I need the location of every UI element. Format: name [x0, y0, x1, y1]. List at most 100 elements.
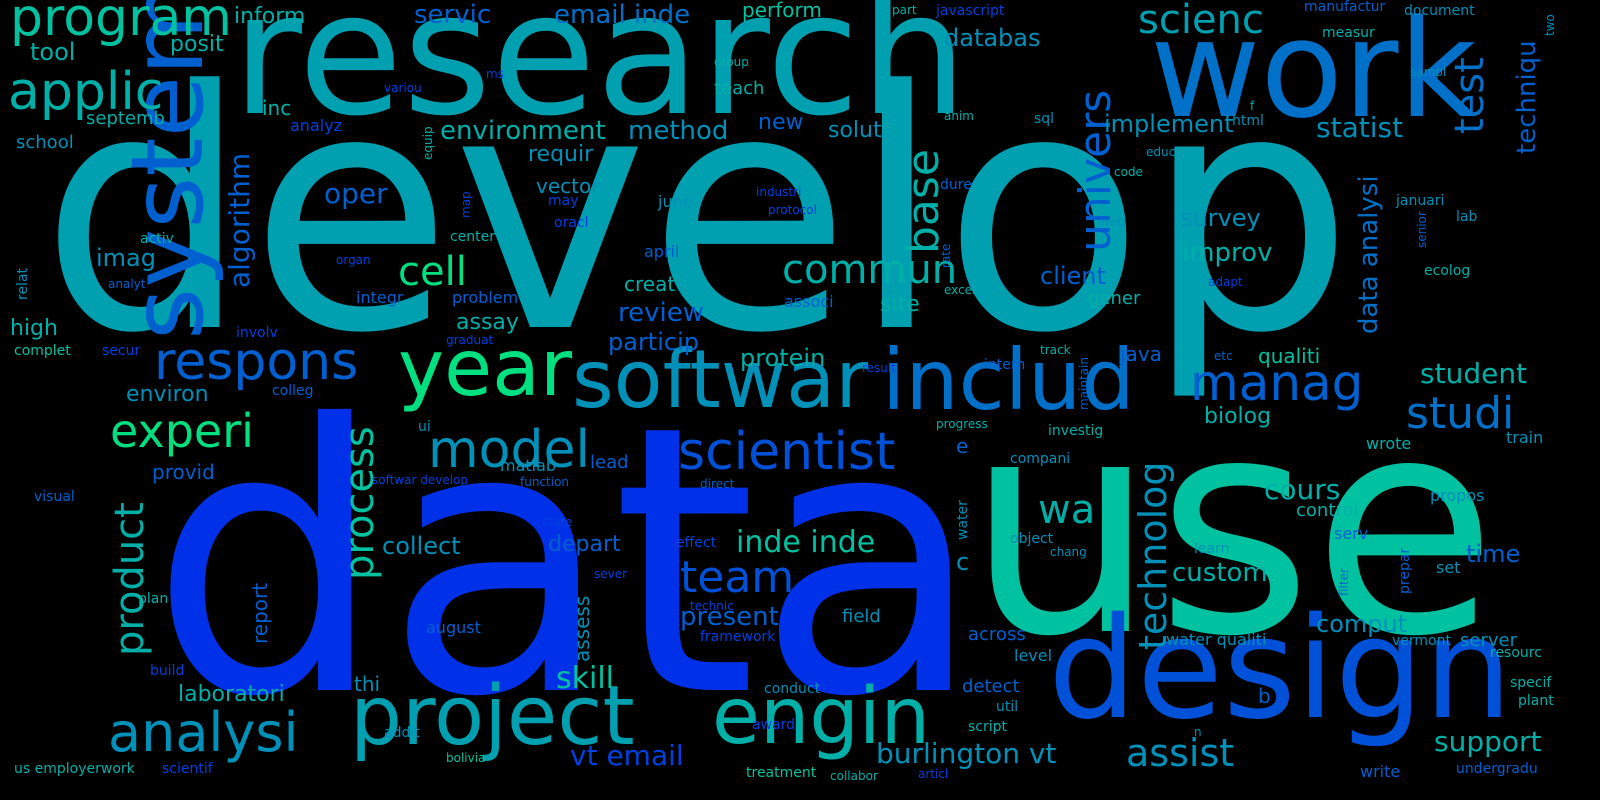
word: collect — [382, 532, 461, 560]
word: client — [1040, 262, 1106, 290]
word: build — [150, 663, 185, 679]
word: part — [892, 3, 917, 17]
word: ms — [486, 67, 504, 81]
word: learn — [1194, 541, 1230, 557]
word: engin — [712, 672, 931, 762]
word: variou — [384, 81, 422, 95]
word: assess — [570, 595, 594, 662]
word: html — [1232, 113, 1264, 129]
word: tool — [30, 38, 76, 66]
word: sampl — [1410, 65, 1447, 79]
word: scienc — [1138, 0, 1264, 43]
word: sql — [1034, 111, 1055, 127]
word: technolog — [1131, 461, 1175, 650]
word: softwar develop — [372, 473, 469, 487]
word: progress — [936, 417, 988, 431]
word: articl — [918, 767, 949, 781]
word: senior — [1415, 211, 1429, 248]
word: e — [956, 434, 969, 458]
word: excel — [944, 283, 976, 297]
word: april — [644, 242, 680, 261]
word: januari — [1396, 193, 1445, 209]
word: statist — [1316, 111, 1404, 144]
word: bolivia — [446, 751, 486, 765]
word: email inde — [554, 0, 691, 30]
word: direct — [700, 477, 735, 491]
word: anim — [944, 109, 974, 123]
word: program — [10, 0, 232, 48]
word: organ — [336, 253, 371, 267]
word: server — [1460, 630, 1517, 651]
word: graduat — [446, 333, 494, 347]
word: develop — [40, 21, 1354, 405]
word: framework — [700, 629, 776, 645]
word: perform — [742, 0, 822, 22]
word: dure — [940, 177, 972, 193]
word: gener — [1088, 288, 1141, 309]
word: year — [398, 324, 573, 414]
word: assist — [1126, 731, 1235, 775]
word: relat — [15, 267, 31, 300]
word: plan — [138, 591, 169, 607]
word: project — [350, 669, 635, 764]
word: prepar — [1397, 547, 1413, 594]
word: compani — [1010, 451, 1071, 467]
word: inc — [262, 96, 292, 120]
word: technic — [690, 599, 734, 613]
word: analyz — [290, 116, 343, 135]
word: techniqu — [1512, 40, 1542, 154]
word: new — [758, 110, 804, 135]
word: respons — [154, 332, 359, 392]
word: equip — [421, 126, 435, 160]
word: applic — [8, 62, 164, 122]
word: water qualiti — [1166, 630, 1267, 649]
word: industri — [756, 185, 802, 199]
word: support — [1434, 725, 1542, 758]
word: center — [450, 229, 496, 245]
word: custom — [1172, 558, 1268, 588]
word: imag — [96, 244, 156, 272]
word: control — [1296, 500, 1359, 521]
word: propos — [1430, 486, 1485, 505]
word: protein — [740, 344, 826, 372]
word: resourc — [1490, 645, 1542, 661]
word: visual — [34, 489, 75, 505]
word: databas — [944, 24, 1041, 52]
word: commun — [782, 247, 958, 293]
word: across — [968, 624, 1026, 645]
word: method — [628, 116, 729, 146]
word: field — [842, 606, 881, 627]
word: high — [10, 316, 58, 341]
word: two — [1543, 14, 1557, 36]
word: etc — [1214, 349, 1233, 363]
word: implement — [1104, 110, 1234, 138]
word: creat — [624, 272, 676, 296]
word: problem — [452, 288, 519, 307]
word: analysi — [108, 701, 299, 764]
word: qualiti — [1258, 344, 1321, 368]
word: present — [680, 602, 779, 632]
word: may — [548, 193, 579, 209]
word: chang — [1050, 545, 1087, 559]
word: particip — [608, 328, 699, 356]
word: posit — [170, 32, 224, 57]
word: train — [1506, 428, 1544, 447]
word: investig — [1048, 423, 1104, 439]
word: javascript — [936, 3, 1005, 19]
word: team — [680, 552, 795, 603]
word: us employerwork — [14, 761, 135, 777]
word: result — [862, 361, 896, 375]
word: vermont — [1392, 633, 1451, 649]
word: oper — [324, 177, 388, 210]
word-cloud: develop data use research work design sy… — [8, 0, 1557, 782]
word: comput — [1316, 610, 1408, 638]
word: cell — [398, 249, 467, 295]
word: solut — [828, 118, 882, 143]
word: ecolog — [1424, 263, 1471, 279]
word: protocol — [768, 203, 817, 217]
word: skill — [556, 661, 615, 696]
word: adapt — [1208, 275, 1243, 289]
word: f — [1250, 99, 1255, 113]
word: undergradu — [1456, 761, 1538, 777]
word: laboratori — [178, 682, 285, 707]
